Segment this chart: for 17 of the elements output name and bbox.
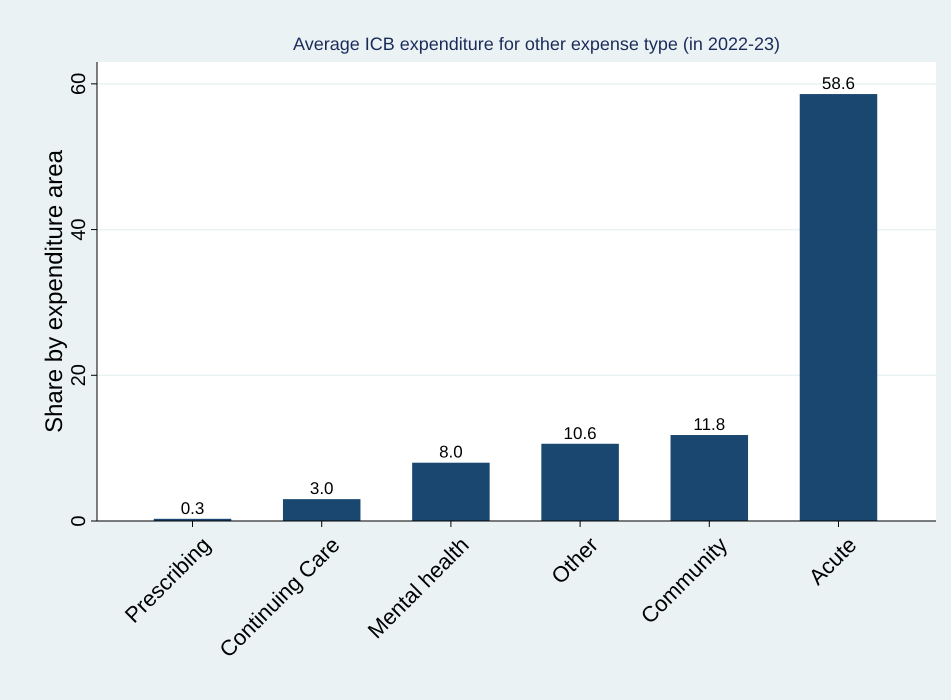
bar (282, 499, 360, 521)
data-label: 10.6 (564, 424, 597, 443)
data-label: 3.0 (310, 479, 334, 498)
y-tick-label: 0 (68, 515, 90, 527)
bar (670, 435, 748, 521)
bar (800, 94, 878, 521)
y-tick-label: 20 (68, 364, 90, 386)
bar (541, 444, 619, 521)
y-tick-label: 60 (68, 72, 90, 95)
y-axis-title: Share by expenditure area (41, 149, 68, 433)
data-label: 0.3 (180, 498, 204, 518)
data-label: 11.8 (693, 415, 726, 434)
y-tick-label: 40 (68, 218, 90, 241)
data-label: 8.0 (439, 442, 463, 462)
bar (412, 462, 490, 521)
chart-title: Average ICB expenditure for other expense type (in 2022-23) (293, 34, 780, 54)
data-label: 58.6 (822, 74, 856, 94)
